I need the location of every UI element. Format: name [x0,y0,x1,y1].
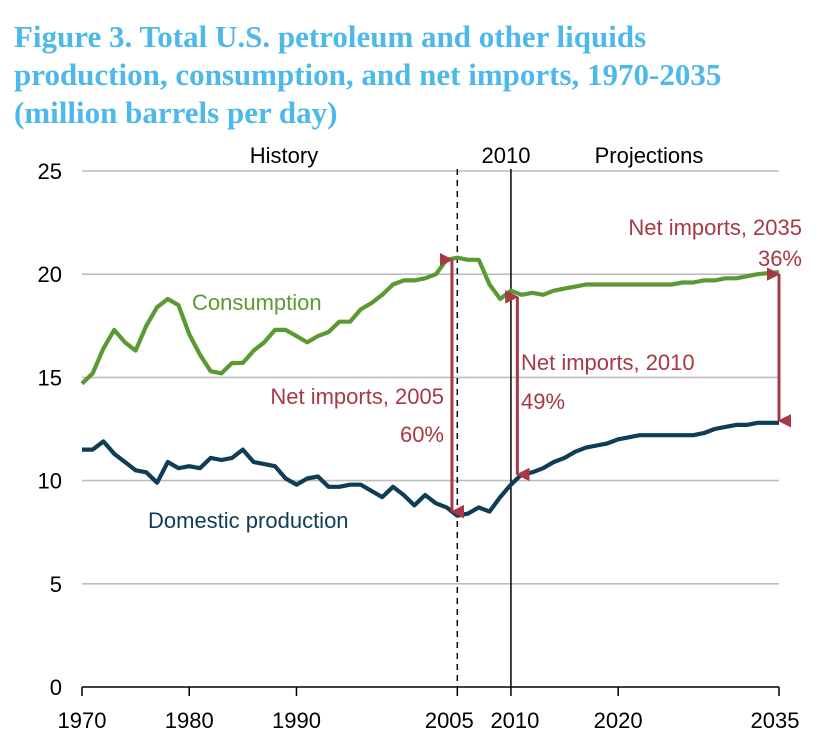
net-imports-2010-label: Net imports, 2010 [521,350,695,375]
y-tick-label: 15 [38,365,62,390]
y-axis-tick-labels: 0 5 10 15 20 25 [38,159,62,700]
net-imports-2035-value: 36% [758,246,802,271]
x-tick-label: 2005 [425,708,474,733]
consumption-series-label: Consumption [192,290,322,315]
y-tick-label: 10 [38,469,62,494]
x-tick-label: 1970 [58,708,107,733]
x-tick-label: 2020 [594,708,643,733]
x-axis-tick-labels: 1970 1980 1990 2005 2010 2020 2035 [58,708,800,733]
net-import-arrows [439,252,792,519]
history-label: History [250,143,318,168]
reference-lines [456,169,512,687]
y-tick-label: 5 [50,572,62,597]
chart-title-line-3: (million barrels per day) [14,95,338,130]
x-tick-label: 1980 [165,708,214,733]
net-imports-2005-value: 60% [400,422,444,447]
y-tick-label: 25 [38,159,62,184]
chart-title-line-2: production, consumption, and net imports… [14,57,722,92]
net-imports-2035-label: Net imports, 2035 [628,215,802,240]
x-tick-label: 1990 [272,708,321,733]
consumption-line [80,255,780,386]
net-imports-2005-label: Net imports, 2005 [270,384,444,409]
y-tick-label: 20 [38,262,62,287]
x-tick-label: 2010 [490,708,539,733]
x-axis [81,686,780,696]
net-imports-2010-value: 49% [521,389,565,414]
production-line [82,420,779,518]
series-lines [80,255,780,518]
chart-title: Figure 3. Total U.S. petroleum and other… [14,18,824,132]
projections-label: Projections [595,143,704,168]
x-tick-label: 2035 [751,708,800,733]
production-series-label: Domestic production [148,508,349,533]
divider-year-label: 2010 [482,143,531,168]
chart-title-line-1: Figure 3. Total U.S. petroleum and other… [14,19,647,54]
y-tick-label: 0 [50,675,62,700]
